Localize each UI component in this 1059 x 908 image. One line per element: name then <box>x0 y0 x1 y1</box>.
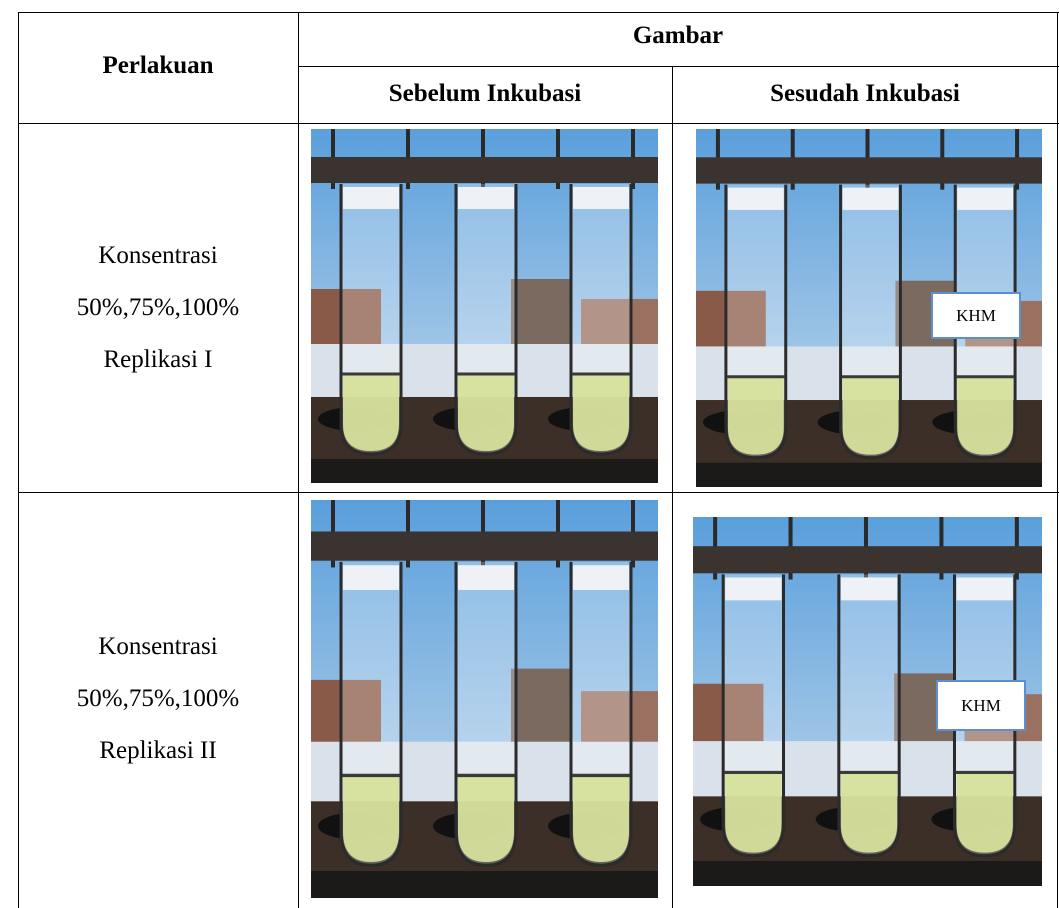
border <box>18 492 1059 493</box>
photo-after <box>693 517 1042 886</box>
tube <box>339 184 403 456</box>
header-perlakuan: Perlakuan <box>102 52 214 79</box>
tube <box>724 184 788 460</box>
treatment-line: 50%,75%,100% <box>76 294 240 321</box>
rack-top <box>696 157 1042 184</box>
tube-tag <box>343 565 399 590</box>
liquid <box>573 775 629 863</box>
tube-tag <box>458 187 514 209</box>
liquid <box>343 374 399 451</box>
rack-top <box>311 157 658 183</box>
photo-before <box>311 129 658 483</box>
tube-tag <box>343 187 399 209</box>
tube <box>454 561 518 868</box>
khm-label: KHM <box>931 292 1021 339</box>
treatment-line: Replikasi I <box>103 346 213 373</box>
tube-tag <box>956 577 1013 601</box>
building <box>511 279 571 349</box>
liquid <box>840 772 898 853</box>
liquid <box>842 376 899 455</box>
tube <box>721 574 786 858</box>
tube <box>837 574 901 858</box>
tube-tag <box>458 565 514 590</box>
tube-tag <box>725 577 782 601</box>
header-sesudah: Sesudah Inkubasi <box>770 80 960 107</box>
tube-tag <box>842 187 899 210</box>
building <box>311 679 381 748</box>
treatment-line: Konsentrasi <box>98 242 218 269</box>
khm-label: KHM <box>936 680 1026 731</box>
border <box>18 12 1059 13</box>
liquid <box>727 376 784 455</box>
building <box>693 683 764 747</box>
tube-tag <box>957 187 1014 210</box>
border <box>1057 12 1058 908</box>
tube <box>454 184 518 456</box>
border <box>18 123 1059 124</box>
treatment-line: 50%,75%,100% <box>76 685 240 712</box>
tube-tag <box>727 187 784 210</box>
liquid <box>956 772 1013 853</box>
liquid <box>458 374 514 451</box>
border <box>672 66 673 908</box>
header-gambar: Gambar <box>632 22 724 49</box>
rack-top <box>693 546 1042 574</box>
tube-tag <box>573 187 629 209</box>
liquid <box>725 772 782 853</box>
photo-before <box>311 500 658 898</box>
tube <box>839 184 902 460</box>
tube <box>339 561 403 868</box>
liquid <box>573 374 629 451</box>
treatment-line: Konsentrasi <box>98 633 218 660</box>
building <box>511 668 571 748</box>
treatment-cell: Konsentrasi 50%,75%,100% Replikasi I <box>18 230 298 386</box>
tube <box>569 561 633 868</box>
border <box>298 66 1059 67</box>
border <box>298 12 299 908</box>
border <box>18 12 19 908</box>
tube-tag <box>573 565 629 590</box>
rack-top <box>311 531 658 561</box>
liquid <box>458 775 514 863</box>
building <box>311 289 381 349</box>
treatment-line: Replikasi II <box>99 737 217 764</box>
rack-bottom <box>311 459 658 483</box>
liquid <box>343 775 399 863</box>
building <box>581 691 658 748</box>
liquid <box>957 376 1014 455</box>
building <box>581 299 658 349</box>
building <box>696 290 766 352</box>
header-sebelum: Sebelum Inkubasi <box>388 80 582 107</box>
rack-bottom <box>696 462 1042 487</box>
treatment-cell: Konsentrasi 50%,75%,100% Replikasi II <box>18 621 298 777</box>
rack-bottom <box>311 871 658 898</box>
tube-tag <box>840 577 898 601</box>
tube <box>569 184 633 456</box>
rack-bottom <box>693 860 1042 886</box>
